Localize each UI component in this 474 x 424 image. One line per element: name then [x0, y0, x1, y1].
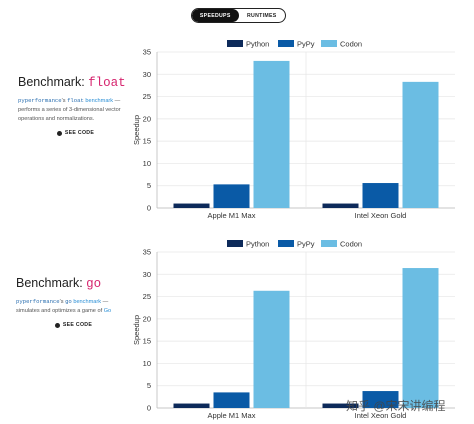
y-tick-label: 25	[143, 92, 151, 101]
bar-pypy	[213, 392, 250, 408]
bar-pypy	[213, 184, 250, 208]
benchmark-title: Benchmark: go	[16, 276, 102, 291]
y-tick-label: 15	[143, 337, 151, 346]
benchmark-title: Benchmark: float	[18, 75, 126, 90]
legend-swatch-pypy	[278, 240, 294, 247]
y-tick-label: 5	[147, 381, 151, 390]
bar-python	[173, 403, 210, 408]
legend-swatch-python	[227, 240, 243, 247]
benchmark-description: pyperformance's float benchmark — perfor…	[18, 97, 121, 122]
y-tick-label: 10	[143, 159, 151, 168]
x-tick-label: Intel Xeon Gold	[355, 411, 407, 420]
see-code-button[interactable]: SEE CODE	[18, 130, 133, 136]
runtimes-tab[interactable]: RUNTIMES	[247, 12, 277, 19]
y-tick-label: 30	[143, 70, 151, 79]
y-tick-label: 30	[143, 270, 151, 279]
x-tick-label: Apple M1 Max	[208, 411, 256, 420]
bar-python	[322, 403, 359, 408]
bar-codon	[253, 60, 290, 209]
legend-label-codon: Codon	[340, 240, 362, 249]
legend-swatch-codon	[321, 40, 337, 47]
bar-python	[173, 203, 210, 208]
legend-swatch-python	[227, 40, 243, 47]
legend-label-codon: Codon	[340, 40, 362, 49]
legend: Python PyPy Codon	[227, 40, 362, 49]
y-tick-label: 20	[143, 314, 151, 323]
y-tick-label: 35	[143, 48, 151, 57]
x-tick-label: Intel Xeon Gold	[355, 211, 407, 220]
pyperformance-link[interactable]: pyperformance	[18, 97, 62, 104]
x-tick-label: Apple M1 Max	[208, 211, 256, 220]
y-tick-label: 0	[147, 404, 151, 413]
go-link[interactable]: Go	[103, 308, 112, 314]
bar-codon	[402, 81, 439, 208]
bar-pypy	[362, 183, 399, 208]
bar-codon	[253, 290, 290, 408]
y-tick-label: 0	[147, 204, 151, 213]
legend-swatch-codon	[321, 240, 337, 247]
bar-pypy	[362, 391, 399, 408]
watermark: 知乎 @宋宋讲编程	[346, 399, 446, 413]
legend-swatch-pypy	[278, 40, 294, 47]
y-axis-label: Speedup	[132, 315, 141, 345]
benchmark-float-panel: Benchmark: float pyperformance's float b…	[18, 75, 133, 136]
github-icon	[54, 322, 60, 328]
y-tick-label: 20	[143, 114, 151, 123]
benchmark-go-panel: Benchmark: go pyperformance's go benchma…	[16, 276, 131, 328]
y-tick-label: 25	[143, 292, 151, 301]
y-tick-label: 10	[143, 359, 151, 368]
legend: Python PyPy Codon	[227, 240, 362, 249]
benchmark-description: pyperformance's go benchmark — simulates…	[16, 298, 112, 314]
legend-label-pypy: PyPy	[297, 240, 315, 249]
benchmark-link[interactable]: benchmark	[83, 98, 114, 104]
y-axis-label: Speedup	[132, 115, 141, 145]
benchmark-link[interactable]: benchmark	[71, 299, 102, 305]
y-tick-label: 5	[147, 181, 151, 190]
legend-label-python: Python	[246, 240, 269, 249]
see-code-button[interactable]: SEE CODE	[16, 322, 131, 328]
github-icon	[56, 130, 62, 136]
legend-label-pypy: PyPy	[297, 40, 315, 49]
legend-label-python: Python	[246, 40, 269, 49]
speedups-tab[interactable]: SPEEDUPS	[192, 9, 239, 22]
pyperformance-link[interactable]: pyperformance	[16, 298, 60, 305]
y-tick-label: 35	[143, 248, 151, 257]
bar-codon	[402, 268, 439, 408]
bar-python	[322, 203, 359, 208]
y-tick-label: 15	[143, 137, 151, 146]
speedup-chart-go: Python PyPy Codon 0 5 10 15 20 25 30 35 Speedup Appl…	[132, 240, 455, 420]
view-toggle: SPEEDUPS RUNTIMES	[191, 8, 286, 23]
speedup-chart-float: Python PyPy Codon 0 5 10 15 20 25 30 35 Speedup Appl…	[132, 40, 455, 220]
